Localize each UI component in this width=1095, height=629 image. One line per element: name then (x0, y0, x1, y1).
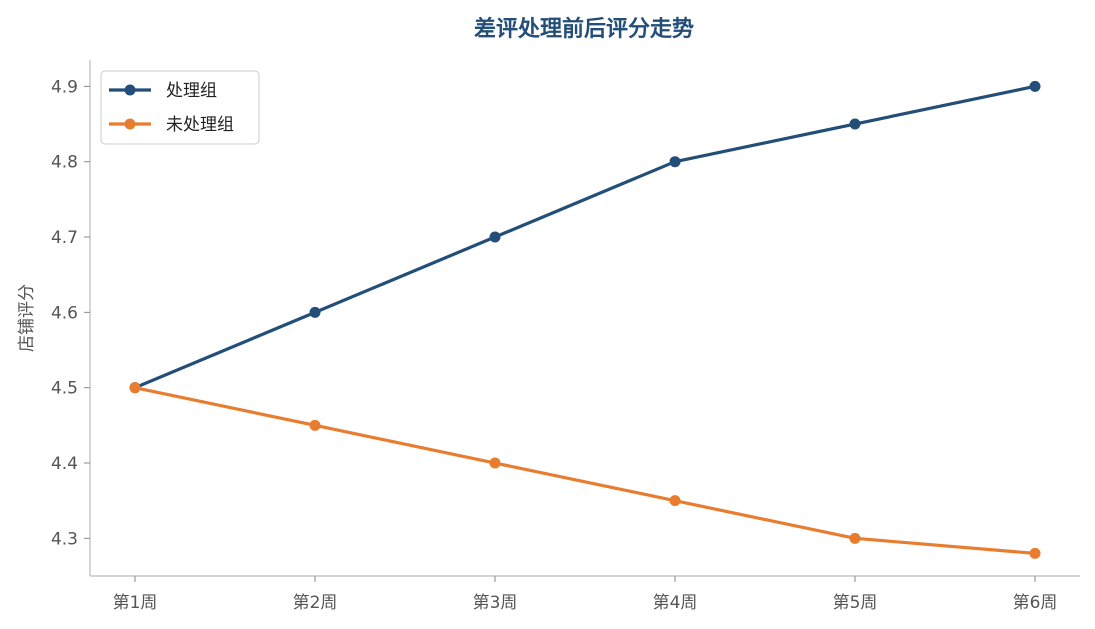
x-tick-label: 第3周 (473, 593, 518, 613)
legend-label: 处理组 (166, 81, 217, 101)
x-tick-label: 第5周 (833, 593, 878, 613)
series-1 (129, 80, 1041, 394)
data-point[interactable] (129, 382, 141, 394)
x-tick-label: 第4周 (653, 593, 698, 613)
x-tick-label: 第6周 (1013, 593, 1058, 613)
series-line (133, 386, 1037, 556)
series-group (129, 80, 1041, 559)
y-tick-label: 4.9 (51, 77, 78, 97)
y-tick-label: 4.3 (51, 529, 78, 549)
y-axis-ticks: 4.3 4.4 4.5 4.6 4.7 4.8 4.9 (51, 77, 90, 549)
legend-swatch-marker (124, 84, 136, 96)
data-point[interactable] (669, 156, 681, 168)
series-line (133, 84, 1037, 390)
data-point[interactable] (849, 532, 861, 544)
data-point[interactable] (849, 118, 861, 130)
data-point[interactable] (309, 306, 321, 318)
series-2 (129, 382, 1041, 559)
data-point[interactable] (1029, 547, 1041, 559)
data-point[interactable] (489, 231, 501, 243)
x-tick-label: 第2周 (293, 593, 338, 613)
axes (89, 60, 1080, 577)
y-axis-label: 店铺评分 (17, 284, 37, 352)
y-tick-label: 4.4 (51, 454, 78, 474)
chart-title: 差评处理前后评分走势 (474, 16, 694, 42)
legend-swatch-marker (124, 118, 136, 130)
data-point[interactable] (309, 419, 321, 431)
legend-item[interactable]: 未处理组 (109, 115, 234, 135)
data-point[interactable] (489, 457, 501, 469)
y-tick-label: 4.5 (51, 379, 78, 399)
y-tick-label: 4.7 (51, 228, 78, 248)
y-tick-label: 4.6 (51, 303, 78, 323)
x-tick-label: 第1周 (113, 593, 158, 613)
y-tick-label: 4.8 (51, 153, 78, 173)
data-point[interactable] (669, 495, 681, 507)
legend-label: 未处理组 (166, 115, 234, 135)
x-axis-ticks: 第1周 第2周 第3周 第4周 第5周 第6周 (113, 576, 1058, 613)
legend-item[interactable]: 处理组 (109, 81, 217, 101)
data-point[interactable] (1029, 80, 1041, 92)
